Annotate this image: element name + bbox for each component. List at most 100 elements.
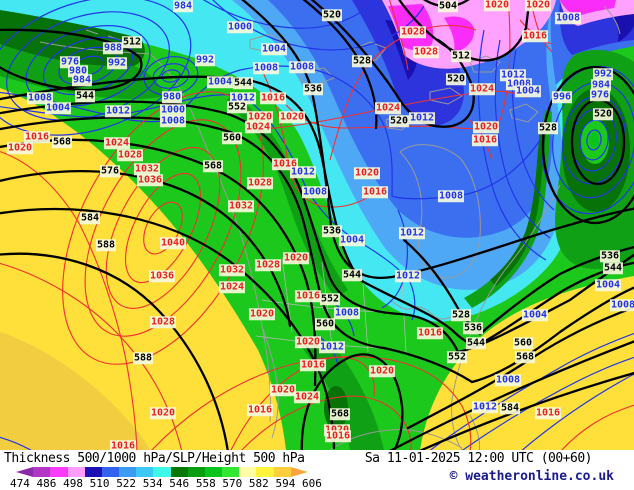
scale-tick: 498 [63, 477, 83, 490]
contour-label: 544 [232, 77, 254, 89]
contour-label: 560 [512, 337, 534, 349]
contour-label: 560 [314, 318, 336, 330]
contour-label: 552 [226, 101, 248, 113]
contour-label: 528 [450, 309, 472, 321]
contour-label: 1028 [412, 46, 440, 58]
contour-label: 1016 [416, 327, 444, 339]
contour-label: 1032 [227, 200, 255, 212]
contour-label: 1020 [472, 121, 500, 133]
scale-segment [170, 467, 188, 477]
contour-label: 1012 [229, 92, 257, 104]
contour-label: 1008 [26, 92, 54, 104]
contour-label: 1032 [218, 264, 246, 276]
contour-label: 1024 [244, 121, 272, 133]
scale-tick: 570 [222, 477, 243, 490]
contour-label: 536 [599, 250, 621, 262]
contour-label: 1012 [104, 105, 132, 117]
contour-label: 528 [351, 55, 373, 67]
contour-label: 536 [321, 225, 343, 237]
contour-label: 568 [202, 160, 224, 172]
contour-label: 588 [132, 352, 154, 364]
contour-label: 984 [590, 79, 612, 91]
contour-label: 1028 [149, 316, 177, 328]
contour-label: 568 [514, 351, 536, 363]
contour-label: 1040 [159, 237, 187, 249]
contour-label: 512 [450, 50, 472, 62]
contour-label: 504 [437, 0, 459, 12]
contour-label: 1012 [408, 112, 436, 124]
scale-segment [119, 467, 137, 477]
contour-label: 980 [161, 91, 183, 103]
contour-label: 980 [67, 65, 89, 77]
scale-segment [153, 467, 171, 477]
contour-label: 584 [79, 212, 101, 224]
contour-label: 1000 [226, 21, 254, 33]
contour-label: 576 [99, 165, 121, 177]
scale-segment [187, 467, 205, 477]
contour-label: 1016 [534, 407, 562, 419]
scale-tick: 558 [195, 477, 216, 490]
scale-segment [290, 467, 308, 477]
contour-label: 984 [71, 74, 93, 86]
contour-label: 1004 [594, 279, 622, 291]
scale-segment [101, 467, 120, 477]
contour-label: 1020 [149, 407, 177, 419]
contour-label: 1004 [514, 85, 542, 97]
contour-label: 544 [465, 337, 487, 349]
contour-label: 1016 [109, 440, 137, 450]
contour-label: 1016 [299, 359, 327, 371]
contour-label: 1012 [398, 227, 426, 239]
contour-label: 1020 [353, 167, 381, 179]
contour-label: 1004 [338, 234, 366, 246]
scale-segment [84, 467, 102, 477]
contour-label: 988 [102, 42, 124, 54]
scale-segment [256, 467, 274, 477]
contour-label: 1020 [323, 424, 351, 436]
contour-label: 1024 [374, 102, 402, 114]
contour-label: 568 [329, 408, 351, 420]
contour-label: 976 [59, 56, 81, 68]
contour-labels: 984 520 504 1020 1020 1008 1000 1028 1016 512 988 1… [6, 0, 634, 450]
contour-label: 520 [321, 9, 343, 21]
contour-label: 1016 [471, 134, 499, 146]
contour-label: 1024 [103, 137, 131, 149]
contour-label: 1020 [246, 111, 274, 123]
contour-label: 1008 [609, 299, 634, 311]
contour-label: 1020 [248, 308, 276, 320]
contour-label: 1004 [521, 309, 549, 321]
contour-label: 1008 [505, 78, 533, 90]
scale-segment [33, 467, 51, 477]
contour-label: 1016 [271, 158, 299, 170]
scale-tick: 582 [248, 477, 269, 490]
contour-label: 1032 [133, 163, 161, 175]
contour-label: 520 [445, 73, 467, 85]
scale-segment [67, 467, 85, 477]
contour-label: 1016 [259, 92, 287, 104]
copyright: © weatheronline.co.uk [449, 469, 614, 484]
contour-label: 992 [592, 68, 614, 80]
contour-label: 1020 [294, 336, 322, 348]
legend-datetime: Sa 11-01-2025 12:00 UTC (00+60) [364, 451, 593, 466]
scale-tick: 534 [142, 477, 163, 490]
contour-label: 552 [446, 351, 468, 363]
contour-label: 1020 [278, 111, 306, 123]
contour-label: 1004 [44, 102, 72, 114]
contour-label: 1020 [269, 384, 297, 396]
scale-tick: 594 [275, 477, 296, 490]
contour-label: 552 [319, 293, 341, 305]
contour-label: 1004 [206, 76, 234, 88]
scale-segment [136, 467, 154, 477]
scale-tick: 606 [302, 477, 322, 490]
contour-label: 1012 [471, 401, 499, 413]
contour-label: 976 [589, 89, 611, 101]
contour-label: 1016 [294, 290, 322, 302]
thickness-color-scale [16, 467, 308, 477]
contour-label: 1020 [483, 0, 511, 11]
contour-label: 992 [194, 54, 216, 66]
contour-label: 1020 [368, 365, 396, 377]
contour-label: 992 [106, 57, 128, 69]
contour-label: 1012 [289, 166, 317, 178]
map-canvas: 984 520 504 1020 1020 1008 1000 1028 1016 512 988 1… [0, 0, 634, 450]
scale-segment [204, 467, 223, 477]
